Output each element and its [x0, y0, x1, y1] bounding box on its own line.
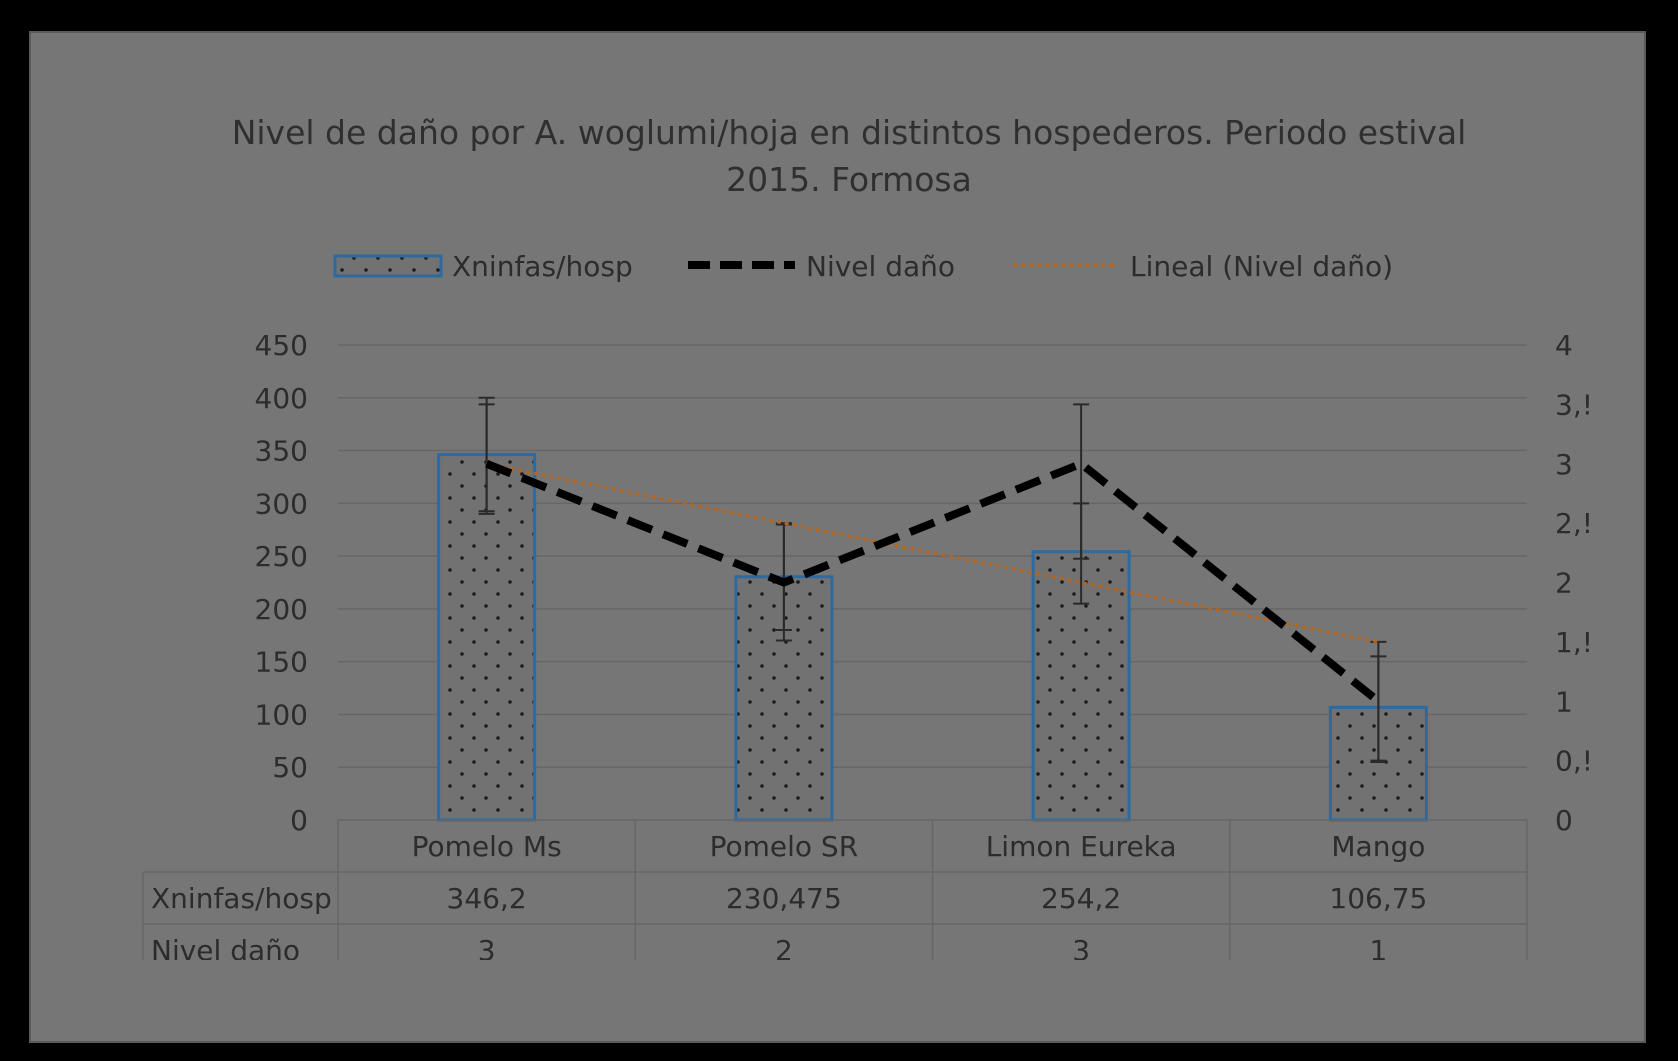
left-axis-tick-label: 200 — [255, 593, 308, 626]
left-axis-tick-label: 150 — [255, 646, 308, 679]
left-axis-tick-label: 400 — [255, 382, 308, 415]
right-axis-tick-label: 2,! — [1555, 507, 1593, 540]
legend-label-trend: Lineal (Nivel daño) — [1130, 250, 1393, 283]
chart-title-line-2: 2015. Formosa — [726, 160, 972, 199]
table-value-xninfas: 346,2 — [447, 882, 527, 915]
right-axis-tick-label: 2 — [1555, 567, 1573, 600]
chart-panel — [29, 31, 1646, 1043]
table-value-xninfas: 230,475 — [726, 882, 842, 915]
table-value-xninfas: 106,75 — [1329, 882, 1427, 915]
legend-swatch-xninfas — [333, 254, 443, 278]
right-axis-tick-label: 3,! — [1555, 388, 1593, 421]
left-axis-tick-label: 100 — [255, 698, 308, 731]
right-axis-ticks: 0 0,! 1 1,! 2 2,! 3 3,! 4 — [1555, 329, 1593, 837]
table-row-label: Nivel daño — [151, 934, 300, 967]
right-axis-tick-label: 3 — [1555, 448, 1573, 481]
right-axis-tick-label: 0,! — [1555, 745, 1593, 778]
right-axis-tick-label: 1,! — [1555, 626, 1593, 659]
left-axis-ticks: 0 50 100 150 200 250 300 350 400 450 — [255, 329, 308, 837]
legend-label-xninfas: Xninfas/hosp — [452, 250, 633, 283]
error-bars — [478, 396, 1387, 763]
left-axis-tick-label: 50 — [272, 751, 308, 784]
right-axis-tick-label: 4 — [1555, 329, 1573, 362]
left-axis-tick-label: 250 — [255, 540, 308, 573]
left-axis-tick-label: 350 — [255, 435, 308, 468]
data-table: Pomelo Ms Pomelo SR Limon Eureka Mango Xninf… — [142, 819, 1528, 967]
category-label: Mango — [1331, 830, 1425, 863]
category-label: Pomelo Ms — [412, 830, 562, 863]
chart-title-line-1: Nivel de daño por A. woglumi/hoja en dis… — [232, 113, 1467, 152]
left-axis-tick-label: 450 — [255, 329, 308, 362]
right-axis-tick-label: 1 — [1555, 685, 1573, 718]
left-axis-tick-label: 0 — [290, 804, 308, 837]
line-series-nivel — [485, 459, 1381, 705]
table-value-nivel: 2 — [775, 934, 793, 967]
legend: Xninfas/hosp Nivel daño Lineal (Nivel da… — [333, 250, 1393, 283]
category-label: Pomelo SR — [710, 830, 859, 863]
table-value-nivel: 3 — [1072, 934, 1090, 967]
right-axis-tick-label: 0 — [1555, 804, 1573, 837]
legend-label-nivel: Nivel daño — [806, 250, 955, 283]
table-row-label: Xninfas/hosp — [151, 882, 332, 915]
left-axis-tick-label: 300 — [255, 487, 308, 520]
table-value-nivel: 1 — [1369, 934, 1387, 967]
nivel-line — [485, 459, 1381, 705]
table-value-nivel: 3 — [478, 934, 496, 967]
category-label: Limon Eureka — [986, 830, 1177, 863]
table-value-xninfas: 254,2 — [1041, 882, 1121, 915]
